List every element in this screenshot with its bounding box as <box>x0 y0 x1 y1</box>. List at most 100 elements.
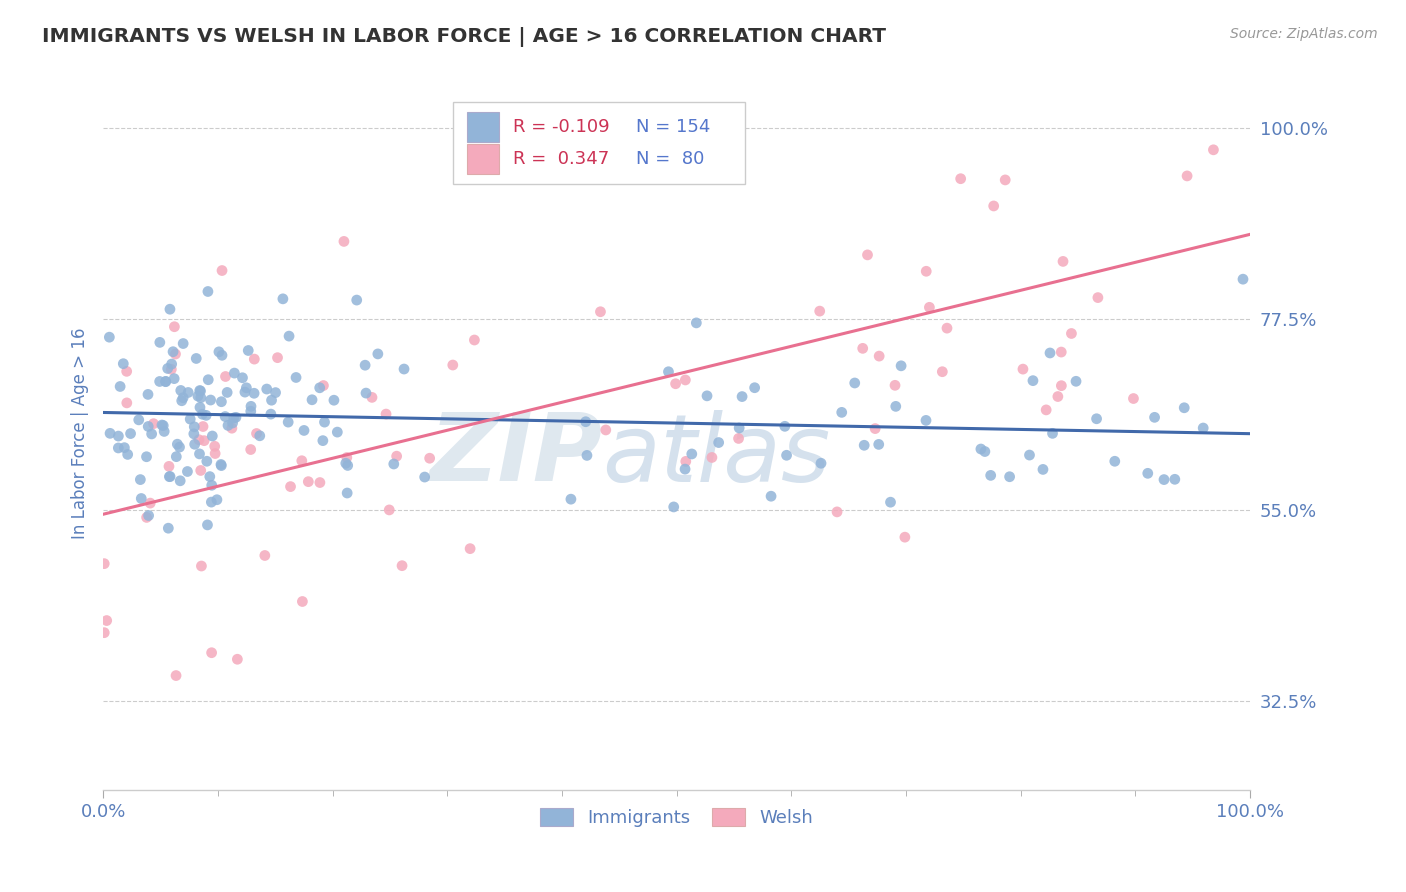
Point <box>973 444 995 458</box>
Point <box>170 393 193 408</box>
Point <box>177 385 200 400</box>
Point <box>163 319 186 334</box>
Point <box>333 235 356 249</box>
Point <box>200 392 222 407</box>
Y-axis label: In Labor Force | Age > 16: In Labor Force | Age > 16 <box>72 328 89 540</box>
Point <box>1143 410 1166 425</box>
Point <box>135 510 157 524</box>
Point <box>915 264 938 278</box>
Point <box>419 451 441 466</box>
Point <box>346 293 368 307</box>
Point <box>852 342 875 356</box>
Text: atlas: atlas <box>602 409 831 500</box>
Point <box>589 304 612 318</box>
Point <box>120 426 142 441</box>
Point <box>314 415 336 429</box>
Point <box>1192 421 1215 435</box>
Point <box>225 410 247 425</box>
Point <box>271 292 294 306</box>
Point <box>197 285 219 299</box>
Point <box>195 454 218 468</box>
Point <box>142 417 165 431</box>
Point <box>201 478 224 492</box>
Point <box>657 365 679 379</box>
Point <box>166 437 188 451</box>
Point <box>297 475 319 489</box>
Point <box>150 417 173 432</box>
Point <box>868 349 890 363</box>
Point <box>931 365 953 379</box>
Point <box>277 415 299 429</box>
Point <box>211 348 233 362</box>
Point <box>1052 254 1074 268</box>
Point <box>153 425 176 439</box>
Point <box>1039 346 1062 360</box>
Point <box>391 558 413 573</box>
Point <box>157 521 180 535</box>
Point <box>260 393 283 408</box>
Point <box>226 652 249 666</box>
Point <box>187 389 209 403</box>
Point <box>191 407 214 421</box>
Point <box>863 421 886 435</box>
Point <box>844 376 866 390</box>
Point <box>115 396 138 410</box>
Point <box>354 358 377 372</box>
Point <box>222 411 245 425</box>
Point <box>200 495 222 509</box>
Point <box>204 446 226 460</box>
Point <box>245 426 267 441</box>
Point <box>128 413 150 427</box>
Point <box>186 351 208 366</box>
Point <box>107 441 129 455</box>
Point <box>375 407 398 421</box>
Point <box>201 646 224 660</box>
Point <box>309 475 332 490</box>
Point <box>156 361 179 376</box>
Point <box>949 171 972 186</box>
Point <box>179 412 201 426</box>
Point <box>810 456 832 470</box>
Point <box>361 390 384 404</box>
Point <box>595 423 617 437</box>
Point <box>209 458 232 472</box>
Point <box>165 347 187 361</box>
Point <box>188 384 211 398</box>
Point <box>160 357 183 371</box>
Point <box>157 459 180 474</box>
Point <box>136 387 159 401</box>
Point <box>1122 392 1144 406</box>
Point <box>136 419 159 434</box>
Point <box>117 447 139 461</box>
Point <box>93 557 115 571</box>
Point <box>188 447 211 461</box>
Point <box>773 419 796 434</box>
Point <box>135 450 157 464</box>
Point <box>165 668 187 682</box>
Point <box>775 448 797 462</box>
Point <box>149 375 172 389</box>
Point <box>231 370 253 384</box>
Point <box>831 405 853 419</box>
Point <box>727 432 749 446</box>
Point <box>744 381 766 395</box>
Point <box>1018 448 1040 462</box>
Point <box>1022 374 1045 388</box>
Point <box>884 378 907 392</box>
Point <box>1104 454 1126 468</box>
Point <box>808 304 831 318</box>
Point <box>249 429 271 443</box>
Point <box>336 486 359 500</box>
Point <box>197 517 219 532</box>
Point <box>1050 345 1073 359</box>
Bar <box>467 145 499 174</box>
Point <box>221 421 243 435</box>
Point <box>367 347 389 361</box>
Point <box>890 359 912 373</box>
Point <box>665 376 688 391</box>
Point <box>256 382 278 396</box>
Point <box>183 437 205 451</box>
Point <box>936 321 959 335</box>
Point <box>731 390 754 404</box>
Point <box>1202 143 1225 157</box>
